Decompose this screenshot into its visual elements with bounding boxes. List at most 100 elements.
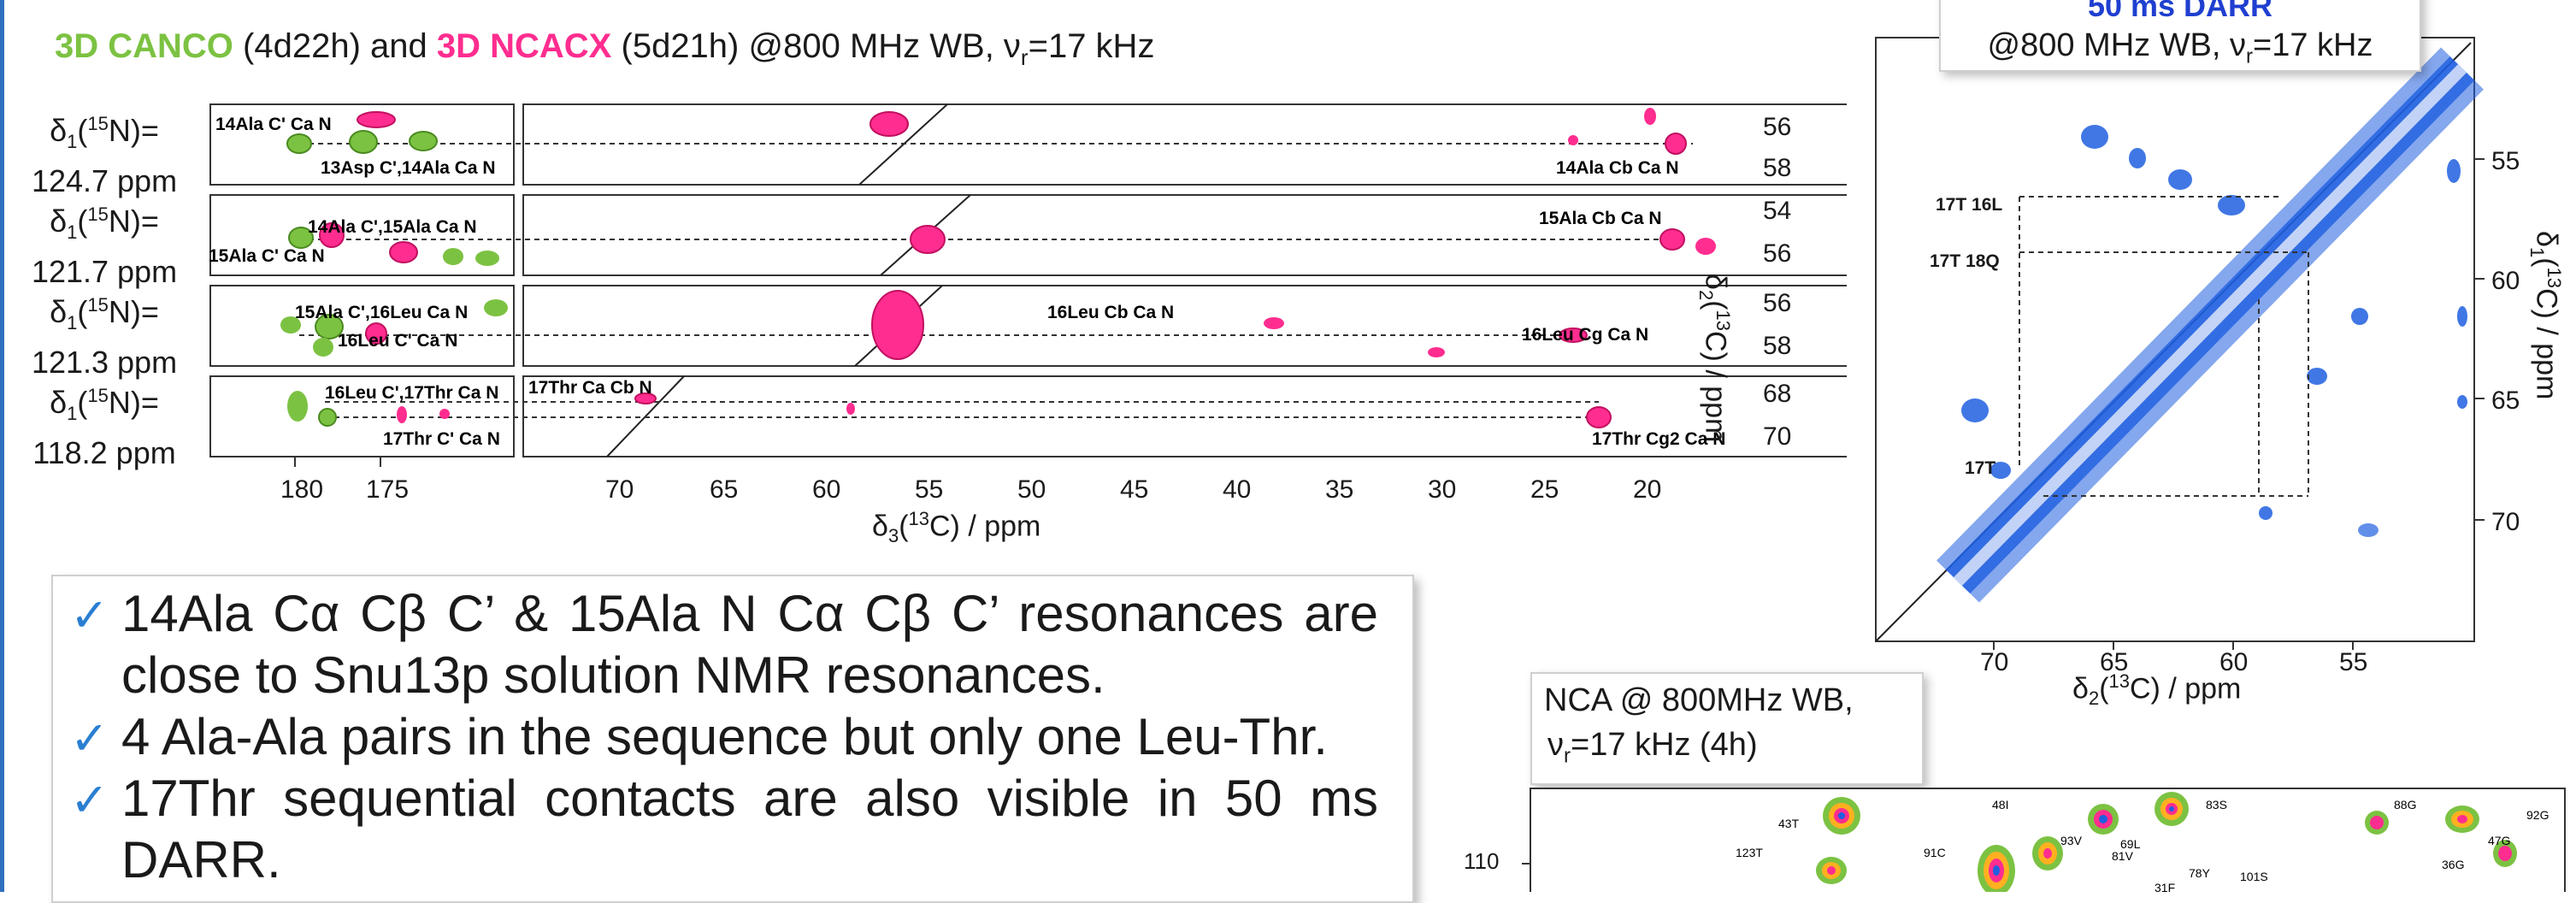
- peak-green: [475, 251, 499, 266]
- darr-subheading: @800 MHz WB, νr=17 kHz: [1987, 27, 2373, 68]
- darr-x-axis-label: δ2(13C) / ppm: [2072, 670, 2242, 710]
- darr-xtick-70: 70: [1980, 648, 2009, 676]
- nca-caption-line2: νr=17 kHz (4h): [1547, 727, 1758, 768]
- strip-4-label-3: 17Thr Ca Cb N: [528, 378, 652, 398]
- strips-x-axis-label: δ3(13C) / ppm: [872, 508, 1041, 547]
- bullet-2-text: 4 Ala-Ala pairs in the sequence but only…: [121, 708, 1328, 765]
- strip-4-label-1: 16Leu C',17Thr Ca N: [325, 383, 498, 403]
- strip-4-label-4: 17Thr Cg2 Ca N: [1592, 429, 1725, 449]
- strip-2-ytick-2: 56: [1763, 239, 1792, 268]
- darr-spectrum: [1875, 37, 2485, 650]
- nca-label: 101S: [2240, 870, 2268, 883]
- nca-label: 93V: [2060, 834, 2083, 847]
- darr-heading: 50 ms DARR: [2087, 0, 2273, 23]
- strip-1-ytick-2: 58: [1763, 154, 1792, 182]
- aliphatic-xtick: 65: [710, 475, 739, 504]
- peak-pink: [365, 322, 387, 345]
- title-rate: =17 kHz: [1028, 27, 1155, 65]
- aliphatic-xtick: 35: [1325, 475, 1354, 504]
- bullet-2: ✓ 4 Ala-Ala pairs in the sequence but onl…: [70, 706, 1387, 770]
- darr-label-17T-18Q: 17T 18Q: [1930, 251, 2000, 271]
- peak-green: [280, 316, 301, 333]
- aliphatic-xtick: 30: [1428, 475, 1457, 504]
- nca-peaks: [1816, 792, 2517, 892]
- darr-ytick-70: 70: [2491, 508, 2520, 536]
- peak-pink: [1559, 328, 1588, 343]
- peak-green: [286, 133, 312, 154]
- strip-3-aliphatic-panel: [522, 285, 1847, 367]
- bullet-1-text: 14Ala Cα Cβ C’ & 15Ala N Cα Cβ C’ resona…: [121, 585, 1378, 704]
- title-canco: 3D CANCO: [55, 27, 233, 65]
- nca-label: 78Y: [2189, 866, 2211, 880]
- strip-2-delta-value: 121.7 ppm: [31, 254, 178, 290]
- peak-pink: [1428, 347, 1445, 357]
- darr-ytick-55: 55: [2491, 147, 2520, 175]
- peak-green: [318, 408, 337, 427]
- peak-green: [288, 227, 314, 249]
- strip-2-aliphatic-panel: [522, 194, 1847, 276]
- peak-green: [315, 314, 344, 339]
- aliphatic-xtick: 55: [915, 475, 944, 504]
- darr-ytick-60: 60: [2491, 267, 2520, 295]
- peak-pink: [1665, 133, 1687, 155]
- nca-label: 88G: [2394, 798, 2416, 812]
- title-canco-time: (4d22h) and: [243, 27, 427, 65]
- darr-y-axis-label: δ1(13C) / ppm: [2526, 231, 2565, 400]
- nca-label: 91C: [1924, 846, 1946, 859]
- peak-green: [443, 248, 463, 265]
- strip-2-label-1: 14Ala C',15Ala Ca N: [308, 217, 477, 237]
- darr-ytick-65: 65: [2491, 387, 2520, 415]
- darr-xtick-65: 65: [2100, 648, 2129, 676]
- strip-3-label-2: 16Leu C' Ca N: [338, 331, 457, 351]
- bullet-3-text: 17Thr sequential contacts are also visib…: [121, 770, 1378, 888]
- aliphatic-xtick: 20: [1633, 475, 1662, 504]
- aliphatic-xtick: 50: [1017, 475, 1046, 504]
- nca-label: 47G: [2488, 834, 2510, 847]
- nca-label: 69L: [2120, 837, 2141, 851]
- nca-label: 83S: [2206, 798, 2227, 812]
- strip-3-label-1: 15Ala C',16Leu Ca N: [295, 303, 468, 322]
- peak-pink: [319, 222, 345, 248]
- strip-3-delta: δ1(15N)= 121.3 ppm: [19, 286, 190, 382]
- slide-title: 3D CANCO (4d22h) and 3D NCACX (5d21h) @8…: [55, 27, 1154, 71]
- strip-2-delta-label: δ1(15N)=: [50, 204, 159, 244]
- peak-pink: [1644, 108, 1656, 125]
- strip-3-label-3: 16Leu Cb Ca N: [1047, 303, 1174, 322]
- strip-2-delta: δ1(15N)= 121.7 ppm: [19, 195, 190, 292]
- nca-label: 48I: [1992, 798, 2008, 812]
- peak-pink: [846, 403, 855, 415]
- aliphatic-xtick: 60: [812, 475, 841, 504]
- darr-label-17T-16L: 17T 16L: [1936, 195, 2003, 215]
- peak-green: [484, 299, 508, 316]
- check-icon: ✓: [70, 713, 109, 764]
- strips-y-axis-label: δ2(13C) / ppm: [1695, 274, 1734, 443]
- nca-label: 81V: [2112, 849, 2134, 863]
- strip-4-ytick-2: 70: [1763, 422, 1792, 451]
- strip-1-delta-label: δ1(15N)=: [50, 113, 159, 153]
- nca-caption-line1: NCA @ 800MHz WB,: [1544, 682, 1854, 718]
- peak-pink: [389, 241, 418, 263]
- aliphatic-xtick: 40: [1223, 475, 1252, 504]
- peak-pink: [1586, 406, 1612, 428]
- bullet-1: ✓ 14Ala Cα Cβ C’ & 15Ala N Cα Cβ C’ reson…: [70, 583, 1387, 706]
- peak-pink: [1264, 317, 1284, 329]
- aliphatic-xtick: 45: [1120, 475, 1149, 504]
- strip-1-label-1: 14Ala C' Ca N: [215, 115, 332, 134]
- title-sub-r: r: [1020, 44, 1029, 70]
- strip-1-delta-value: 124.7 ppm: [31, 163, 178, 199]
- bullet-3: ✓ 17Thr sequential contacts are also visi…: [70, 768, 1387, 891]
- slide-accent-bar: [0, 0, 4, 892]
- darr-label-17T: 17T: [1965, 458, 1996, 478]
- nca-spectrum: 43T 123T 48I 91C 93V 69L 81V 83S 78Y 101…: [1522, 788, 2566, 892]
- darr-title-box: 50 ms DARR @800 MHz WB, νr=17 kHz: [1939, 0, 2421, 72]
- peak-pink: [634, 392, 657, 404]
- darr-xtick-55: 55: [2339, 648, 2368, 676]
- strip-3-carbonyl-panel: [209, 285, 515, 367]
- title-ncacx: 3D NCACX: [436, 27, 612, 65]
- title-ncacx-time: (5d21h) @800 MHz WB, ν: [621, 27, 1021, 65]
- strip-plots: 14Ala C' Ca N 13Asp C',14Ala Ca N 14Ala …: [209, 103, 1847, 467]
- strip-3-delta-label: δ1(15N)=: [50, 294, 159, 334]
- peak-pink: [869, 111, 909, 137]
- nca-label: 36G: [2442, 858, 2464, 871]
- strip-1-ytick-1: 56: [1763, 113, 1792, 141]
